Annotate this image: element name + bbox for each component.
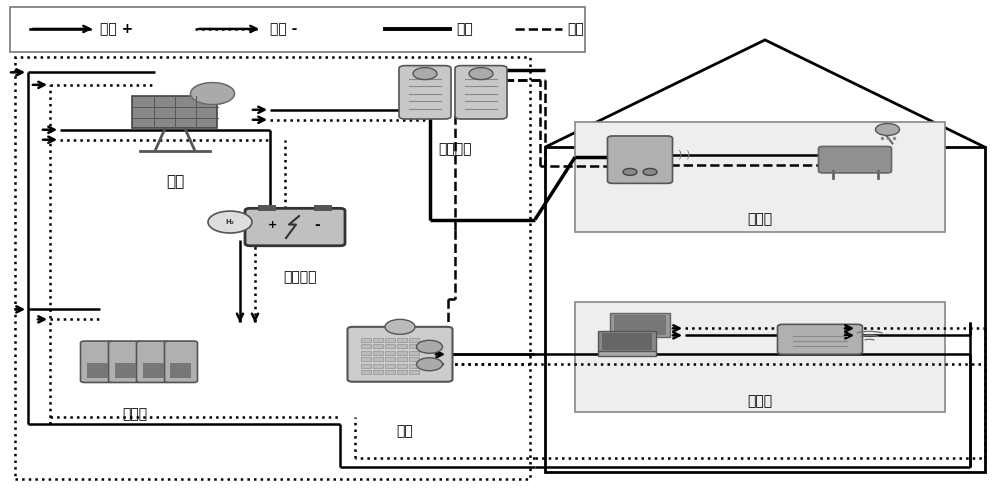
Bar <box>385 357 395 361</box>
Circle shape <box>385 319 415 334</box>
FancyBboxPatch shape <box>80 341 114 382</box>
Bar <box>373 338 383 342</box>
Bar <box>409 364 419 368</box>
Circle shape <box>413 68 437 80</box>
Bar <box>385 344 395 348</box>
Bar <box>87 363 108 378</box>
Bar <box>314 205 332 211</box>
Bar <box>373 370 383 374</box>
Text: 电流 -: 电流 - <box>270 22 297 36</box>
Circle shape <box>469 68 493 80</box>
Bar <box>409 351 419 355</box>
Text: 热泵: 热泵 <box>397 425 413 439</box>
Text: +: + <box>268 220 277 230</box>
Bar <box>385 364 395 368</box>
Bar <box>373 357 383 361</box>
Text: 电负载: 电负载 <box>747 395 773 409</box>
Circle shape <box>623 169 637 175</box>
Bar <box>361 357 371 361</box>
Text: 储热单元: 储热单元 <box>438 143 472 157</box>
Bar <box>397 344 407 348</box>
Text: 热负载: 热负载 <box>747 213 773 227</box>
FancyBboxPatch shape <box>455 66 507 119</box>
FancyBboxPatch shape <box>818 147 892 173</box>
Bar <box>397 357 407 361</box>
FancyBboxPatch shape <box>778 324 862 354</box>
FancyBboxPatch shape <box>245 209 345 246</box>
Text: 燃料电池: 燃料电池 <box>283 270 317 284</box>
Circle shape <box>876 124 900 136</box>
Circle shape <box>190 83 234 105</box>
Bar <box>409 357 419 361</box>
Bar <box>10 7 585 52</box>
FancyBboxPatch shape <box>399 66 451 119</box>
Text: ): ) <box>686 150 690 160</box>
Text: ): ) <box>678 150 682 160</box>
Bar <box>132 96 217 128</box>
Bar <box>373 364 383 368</box>
Bar <box>143 363 164 378</box>
Bar <box>385 351 395 355</box>
FancyBboxPatch shape <box>164 341 197 382</box>
Circle shape <box>416 340 442 353</box>
Bar <box>598 331 656 352</box>
Bar <box>409 370 419 374</box>
Bar <box>114 363 136 378</box>
Bar <box>610 313 670 337</box>
Circle shape <box>416 358 442 371</box>
Text: 锂电池: 锂电池 <box>122 407 148 421</box>
Bar <box>385 338 395 342</box>
Bar <box>409 338 419 342</box>
Bar <box>361 351 371 355</box>
Bar <box>258 205 276 211</box>
Bar <box>545 147 985 472</box>
Bar <box>397 351 407 355</box>
Bar <box>602 333 652 350</box>
Text: 光伏: 光伏 <box>166 175 184 190</box>
Text: 回水: 回水 <box>567 22 584 36</box>
Bar <box>361 344 371 348</box>
Bar <box>373 351 383 355</box>
Text: -: - <box>315 218 320 232</box>
Bar <box>361 338 371 342</box>
Bar <box>409 344 419 348</box>
Text: H₂: H₂ <box>226 219 234 225</box>
Bar <box>373 344 383 348</box>
Bar <box>397 370 407 374</box>
Bar <box>361 364 371 368</box>
Bar <box>575 122 945 232</box>
Bar <box>385 370 395 374</box>
Text: 供水: 供水 <box>456 22 473 36</box>
Bar <box>170 363 191 378</box>
FancyBboxPatch shape <box>348 327 452 382</box>
Text: 电流 +: 电流 + <box>100 22 133 36</box>
Bar <box>397 338 407 342</box>
Bar <box>575 302 945 412</box>
Bar <box>598 351 656 356</box>
Bar <box>15 57 530 479</box>
Circle shape <box>643 169 657 175</box>
Bar <box>614 315 666 335</box>
FancyBboxPatch shape <box>108 341 142 382</box>
Bar <box>397 364 407 368</box>
Circle shape <box>208 211 252 233</box>
FancyBboxPatch shape <box>136 341 169 382</box>
Bar <box>361 370 371 374</box>
FancyBboxPatch shape <box>608 136 673 184</box>
